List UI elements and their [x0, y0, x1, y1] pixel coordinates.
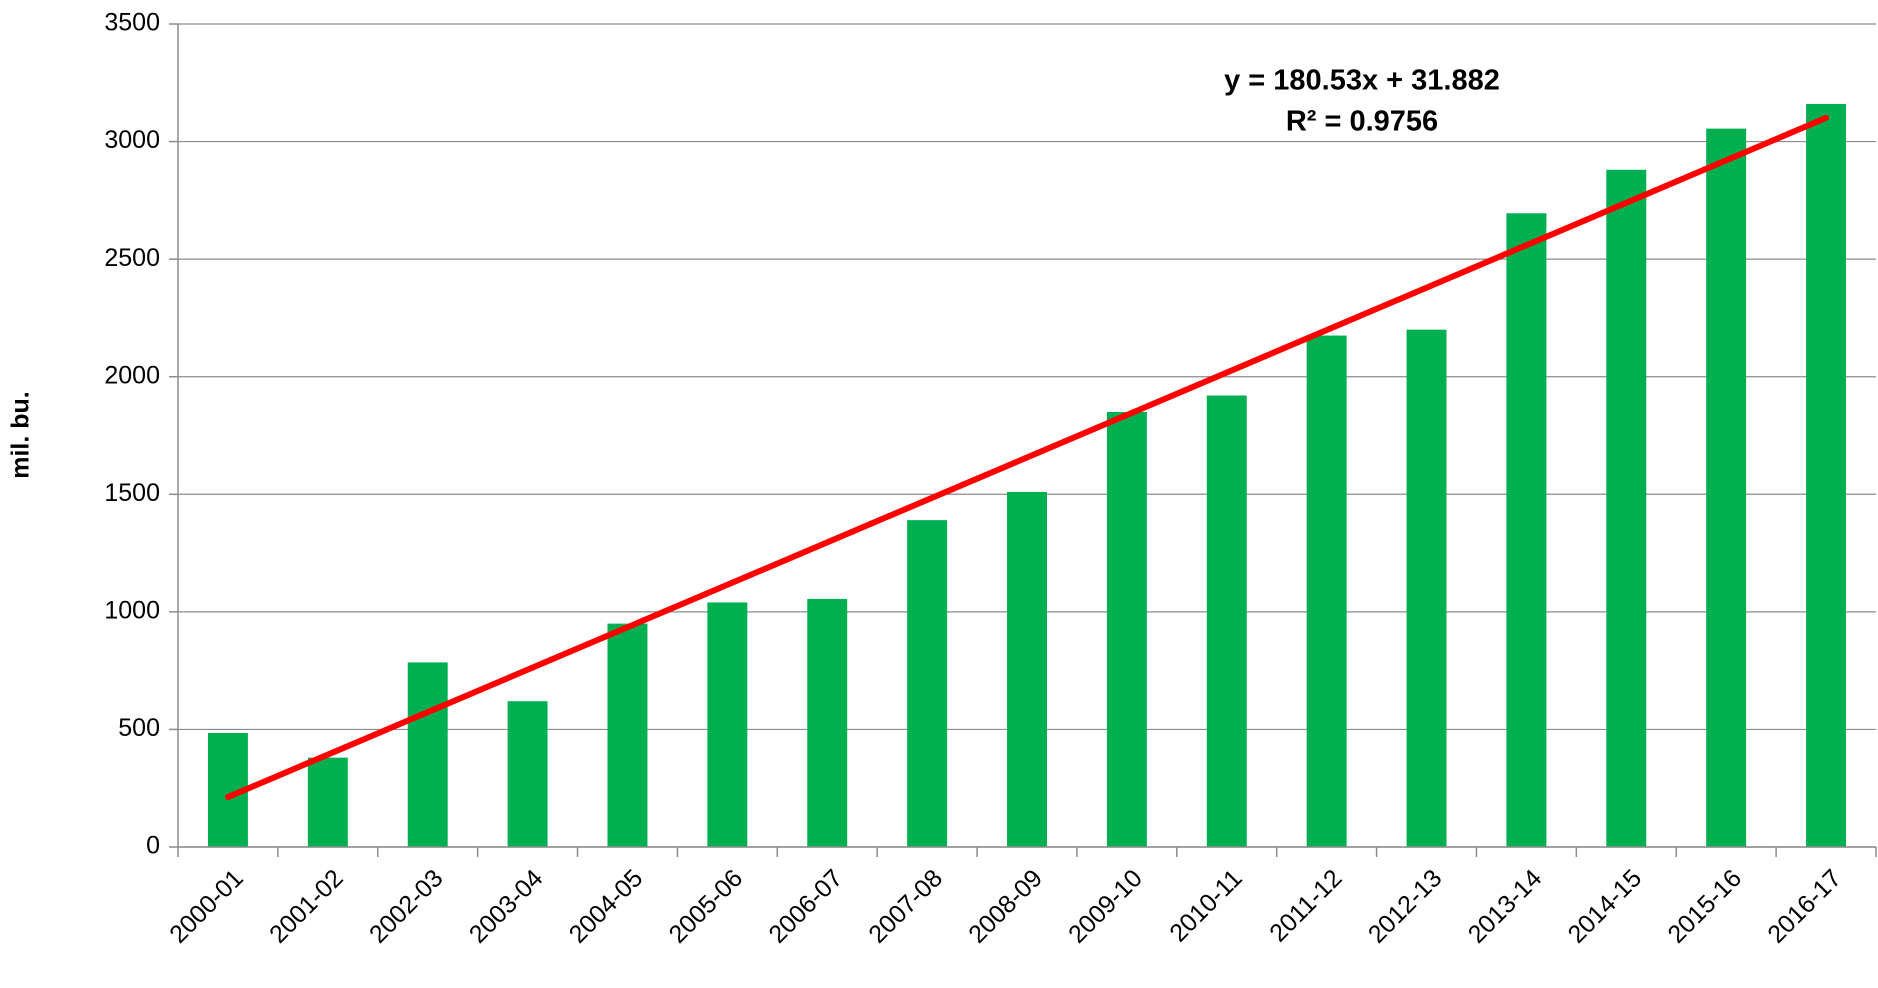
- bar: [1806, 103, 1847, 848]
- x-tick-label: 2005-06: [664, 864, 749, 949]
- x-tick-label: 2004-05: [564, 864, 649, 949]
- x-tick-label: 2011-12: [1264, 864, 1347, 947]
- trend-equation: y = 180.53x + 31.882: [1224, 65, 1500, 97]
- bar: [307, 757, 348, 847]
- y-tick-label: 1500: [104, 479, 160, 507]
- bar: [1007, 491, 1047, 847]
- x-tick-label: 2001-02: [264, 864, 349, 949]
- x-tick-label: 2014-15: [1563, 864, 1648, 949]
- bar: [1206, 395, 1247, 847]
- x-tick-label: 2002-03: [364, 864, 449, 949]
- x-tick-label: 2009-10: [1063, 864, 1148, 949]
- bar: [1306, 335, 1347, 847]
- bar: [907, 520, 948, 847]
- x-tick-label: 2006-07: [763, 864, 848, 949]
- x-tick-label: 2003-04: [464, 864, 549, 949]
- y-tick-label: 0: [146, 832, 160, 860]
- x-tick-label: 2015-16: [1662, 864, 1747, 949]
- trend-r-squared: R² = 0.9756: [1286, 106, 1438, 138]
- bar: [607, 623, 648, 847]
- bar: [1106, 411, 1147, 847]
- bar: [1506, 213, 1547, 848]
- trend-line: [224, 114, 1830, 801]
- y-tick-label: 2000: [104, 361, 160, 389]
- bar: [1406, 329, 1447, 848]
- bar: [407, 662, 448, 847]
- y-axis-label: mil. bu.: [7, 391, 35, 479]
- x-tick-label: 2013-14: [1463, 864, 1548, 949]
- bar: [1606, 169, 1647, 847]
- bar: [807, 598, 848, 847]
- bar: [1706, 128, 1747, 848]
- y-tick-label: 500: [118, 714, 160, 742]
- y-tick-label: 3000: [104, 126, 160, 154]
- bar: [707, 602, 748, 847]
- x-tick-label: 2012-13: [1363, 864, 1448, 949]
- y-tick-label: 2500: [104, 244, 160, 272]
- bar: [507, 701, 548, 847]
- x-tick-label: 2010-11: [1164, 864, 1247, 947]
- x-tick-label: 2016-17: [1762, 864, 1847, 949]
- x-tick-label: 2007-08: [863, 864, 948, 949]
- x-tick-label: 2008-09: [963, 864, 1048, 949]
- y-tick-label: 1000: [104, 596, 160, 624]
- y-tick-label: 3500: [104, 9, 160, 37]
- x-tick-label: 2000-01: [164, 864, 249, 949]
